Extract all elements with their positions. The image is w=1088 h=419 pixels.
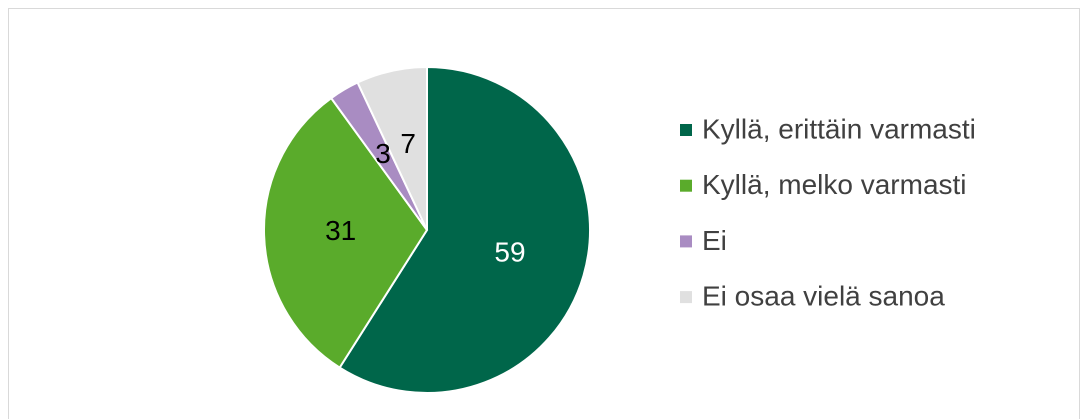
pie-slice bbox=[356, 65, 428, 231]
legend-swatch bbox=[680, 291, 692, 304]
data-label: 59 bbox=[494, 236, 525, 267]
legend-label: Ei osaa vielä sanoa bbox=[702, 280, 945, 311]
legend-label: Ei bbox=[702, 225, 727, 256]
legend-label: Kyllä, melko varmasti bbox=[702, 169, 967, 200]
legend-swatch bbox=[680, 235, 692, 248]
data-label: 7 bbox=[400, 128, 416, 159]
legend-swatch bbox=[680, 179, 692, 192]
legend-swatch bbox=[680, 124, 692, 136]
data-label: 3 bbox=[375, 138, 391, 169]
data-label: 31 bbox=[325, 215, 356, 246]
legend-label: Kyllä, erittäin varmasti bbox=[702, 113, 976, 144]
pie-slice bbox=[263, 96, 429, 370]
pie-slice bbox=[338, 65, 591, 394]
